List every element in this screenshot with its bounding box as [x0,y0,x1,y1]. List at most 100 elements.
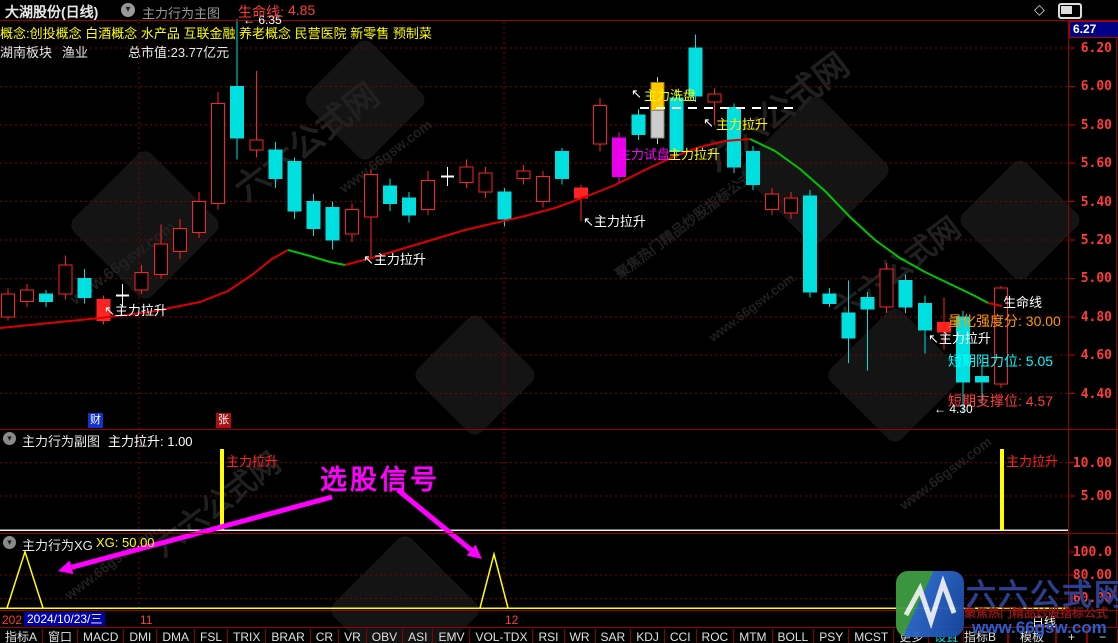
signal-text: 选股信号 [320,465,440,495]
candle[interactable] [287,157,302,219]
candle[interactable] [956,311,970,413]
candle[interactable] [116,284,130,308]
candle[interactable] [421,170,436,216]
candle[interactable] [879,263,894,313]
toolbar-item-BOLL[interactable]: BOLL [773,629,815,643]
candle[interactable] [765,188,779,216]
toolbar-item-SAR[interactable]: SAR [596,629,632,643]
chevron-down-icon[interactable]: ▾ [121,3,135,17]
candle[interactable] [192,192,206,239]
toolbar-item-FSL[interactable]: FSL [195,629,229,643]
toolbar-item-KDJ[interactable]: KDJ [631,629,665,643]
candle[interactable] [994,286,1009,388]
price-axis-label: 4.60 [1080,348,1112,364]
diamond-icon[interactable]: ◇ [1034,1,1045,17]
toolbar-item-RSI[interactable]: RSI [533,629,565,643]
candle[interactable] [612,132,627,183]
candle[interactable] [363,168,378,260]
panel3-title[interactable]: 主力行为XG [22,538,93,553]
candle[interactable] [535,170,550,208]
candle[interactable] [593,97,608,152]
candle[interactable] [745,145,760,191]
board-label[interactable]: 湖南板块 [0,45,53,60]
candle[interactable] [975,366,990,404]
period-label[interactable]: 日线 [1032,615,1057,629]
concepts-row[interactable]: 概念:创投概念 白酒概念 水产品 互联金融 养老概念 民营医院 新零售 预制菜 [0,26,432,41]
toolbar-item-DMA[interactable]: DMA [157,629,196,643]
candle[interactable] [306,193,321,237]
candle[interactable] [402,192,417,223]
panel2-title[interactable]: 主力行为副图 [22,434,101,449]
toolbar-item-PSY[interactable]: PSY [814,629,850,643]
candle[interactable] [325,201,340,250]
candle[interactable] [898,274,913,313]
toolbar-item-ASI[interactable]: ASI [403,629,434,643]
candle[interactable] [554,147,569,185]
news-flag[interactable]: 财 [88,413,103,428]
toolbar-item-OBV[interactable]: OBV [367,629,404,643]
candle[interactable] [1,288,15,321]
toolbar-item-指标A[interactable]: 指标A [0,629,44,643]
candle[interactable] [172,218,187,260]
candle[interactable] [822,288,837,308]
candle[interactable] [917,295,932,354]
candle[interactable] [383,178,397,212]
toolbar-item-EMV[interactable]: EMV [433,629,471,643]
candle[interactable] [249,71,264,158]
candle[interactable] [707,88,722,125]
toolbar-item-CCI[interactable]: CCI [665,629,697,643]
candle[interactable] [20,284,35,308]
candle[interactable] [516,165,531,185]
candle[interactable] [478,167,493,198]
candle[interactable] [459,159,474,189]
candle[interactable] [497,188,512,227]
news-flag[interactable]: 张 [216,413,231,428]
panel3-axis-label: 100.0 [1072,544,1112,560]
panel2-top-border [0,429,1118,430]
candle[interactable] [39,289,54,308]
candle[interactable] [58,255,73,300]
candle[interactable] [134,264,149,294]
industry-label[interactable]: 渔业 [62,45,89,60]
candle[interactable] [96,295,111,325]
toolbar-right-item-+[interactable]: + [1056,629,1088,643]
candle[interactable] [936,297,951,350]
main-indicator-name[interactable]: 主力行为主图 [142,6,221,21]
toolbar-item-MCST[interactable]: MCST [849,629,895,643]
toolbar-item-MACD[interactable]: MACD [78,629,125,643]
price-axis-label: 5.60 [1080,156,1112,172]
candle[interactable] [841,280,856,363]
window-layout-icon[interactable] [1058,3,1082,19]
current-date-label[interactable]: 2024/10/23/三 [24,612,106,626]
candle[interactable] [211,92,226,210]
toolbar-item-VR[interactable]: VR [339,629,367,643]
toolbar-item-WR[interactable]: WR [565,629,596,643]
candle[interactable] [860,291,875,371]
candle[interactable] [650,76,665,144]
toolbar-item-DMI[interactable]: DMI [124,629,158,643]
chart-annotation: 短期阻力位: 5.05 [948,353,1054,369]
toolbar-item-MTM[interactable]: MTM [734,629,773,643]
candle[interactable] [631,109,646,141]
toolbar-item-BRAR[interactable]: BRAR [266,629,311,643]
candle[interactable] [803,190,818,298]
candle[interactable] [688,34,703,102]
candle[interactable] [153,224,168,279]
candle[interactable] [268,142,283,189]
candle[interactable] [726,103,741,173]
toolbar-item-窗口[interactable]: 窗口 [43,629,79,643]
candle[interactable] [784,192,799,219]
candle[interactable] [669,90,684,158]
toolbar-item-TRIX[interactable]: TRIX [228,629,267,643]
chevron-down-icon[interactable]: ▾ [3,536,16,549]
toolbar-right-item-模板[interactable]: 模板 [1008,629,1057,643]
chevron-down-icon[interactable]: ▾ [3,432,16,445]
candle[interactable] [440,167,454,187]
toolbar-item-CR[interactable]: CR [311,629,340,643]
toolbar-item-VOL-TDX[interactable]: VOL-TDX [470,629,534,643]
candle[interactable] [77,268,92,304]
toolbar-item-ROC[interactable]: ROC [697,629,735,643]
candle[interactable] [344,203,359,242]
candle[interactable] [230,19,245,160]
